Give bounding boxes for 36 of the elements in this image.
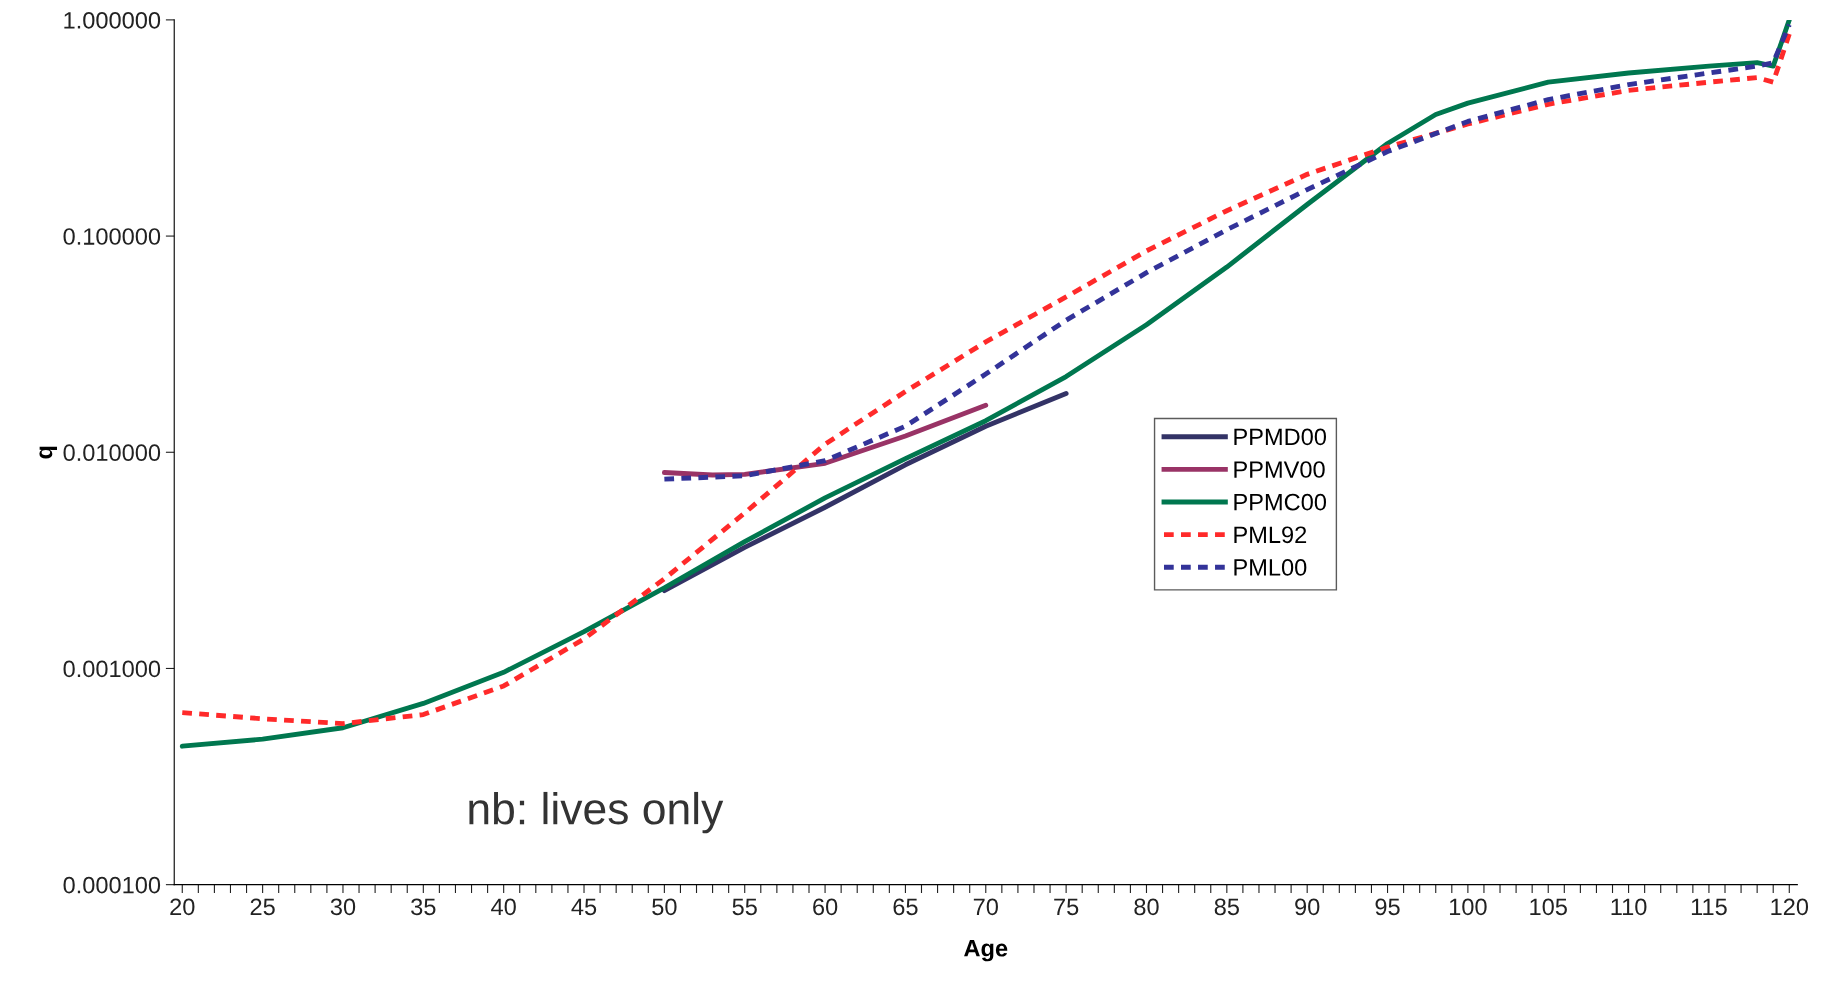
x-tick-label: 50 (652, 898, 677, 916)
x-tick-label: 30 (330, 898, 356, 916)
x-tick-label: 65 (893, 898, 918, 916)
x-tick-label: 110 (1611, 898, 1647, 916)
x-tick-label: 105 (1530, 898, 1567, 916)
x-tick-label: 35 (411, 898, 436, 916)
legend-label: PML92 (1234, 526, 1307, 544)
line-series (661, 22, 1792, 482)
x-tick-label: 75 (1054, 898, 1079, 916)
annotation: nb: lives only (469, 791, 724, 834)
line-series (661, 391, 1069, 594)
legend-label: PPMD00 (1234, 428, 1327, 446)
x-tick-label: 120 (1771, 898, 1809, 916)
legend-label: PPMC00 (1234, 493, 1327, 511)
x-tick-label: 115 (1691, 898, 1727, 916)
x-tick-label: 80 (1134, 898, 1159, 916)
x-tick-label: 90 (1295, 898, 1320, 916)
y-tick-label: 0.000100 (63, 876, 161, 894)
y-tick-label: 0.010000 (63, 444, 161, 462)
x-tick-label: 45 (571, 898, 597, 916)
x-tick-label: 25 (250, 898, 275, 916)
y-axis-title: q (39, 446, 58, 459)
y-tick-label: 0.001000 (63, 660, 161, 678)
legend-label: PML00 (1234, 559, 1307, 576)
x-tick-label: 40 (491, 898, 516, 916)
legend-label: PPMV00 (1234, 461, 1325, 478)
x-axis-title: Age (964, 940, 1008, 962)
x-tick-label: 95 (1375, 898, 1400, 916)
x-tick-label: 85 (1214, 898, 1239, 916)
x-tick-label: 100 (1449, 898, 1487, 916)
x-tick-label: 20 (170, 898, 195, 916)
y-tick-label: 0.100000 (63, 228, 161, 245)
x-tick-label: 55 (732, 898, 757, 916)
y-tick-label: 1.000000 (64, 11, 161, 29)
x-tick-label: 70 (973, 898, 998, 916)
x-tick-label: 60 (813, 898, 838, 916)
